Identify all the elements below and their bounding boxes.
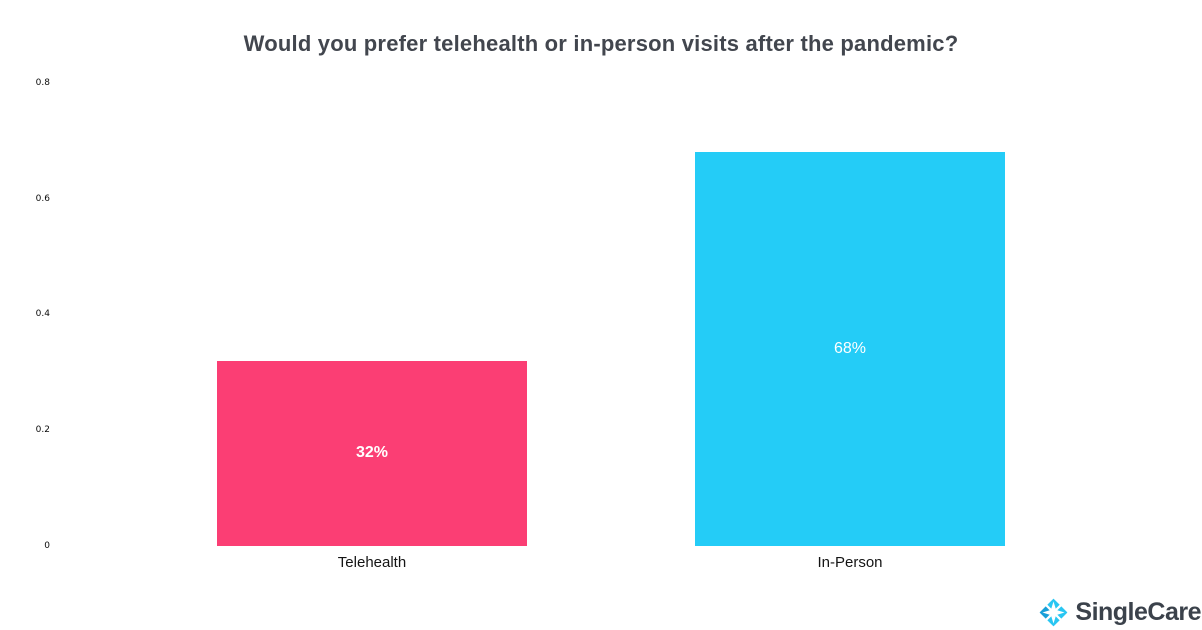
x-category-label: In-Person bbox=[817, 554, 883, 571]
bar-value-label: 68% bbox=[833, 339, 867, 357]
y-tick-label: 0 bbox=[44, 540, 50, 551]
y-tick-label: 0.2 bbox=[35, 424, 50, 435]
singlecare-wordmark: SingleCare bbox=[1075, 598, 1201, 626]
x-category-label: Telehealth bbox=[337, 554, 407, 571]
bar-telehealth: 32% bbox=[217, 360, 527, 546]
singlecare-compass-icon bbox=[1039, 598, 1069, 627]
y-tick-label: 0.4 bbox=[35, 309, 50, 320]
y-tick-label: 0.8 bbox=[35, 78, 50, 88]
y-tick-label: 0.6 bbox=[35, 193, 50, 204]
bar-in-person: 68% bbox=[695, 152, 1005, 546]
singlecare-logo: SingleCare bbox=[1039, 598, 1202, 627]
chart-title: Would you prefer telehealth or in-person… bbox=[243, 31, 959, 56]
bar-value-label: 32% bbox=[355, 444, 389, 461]
